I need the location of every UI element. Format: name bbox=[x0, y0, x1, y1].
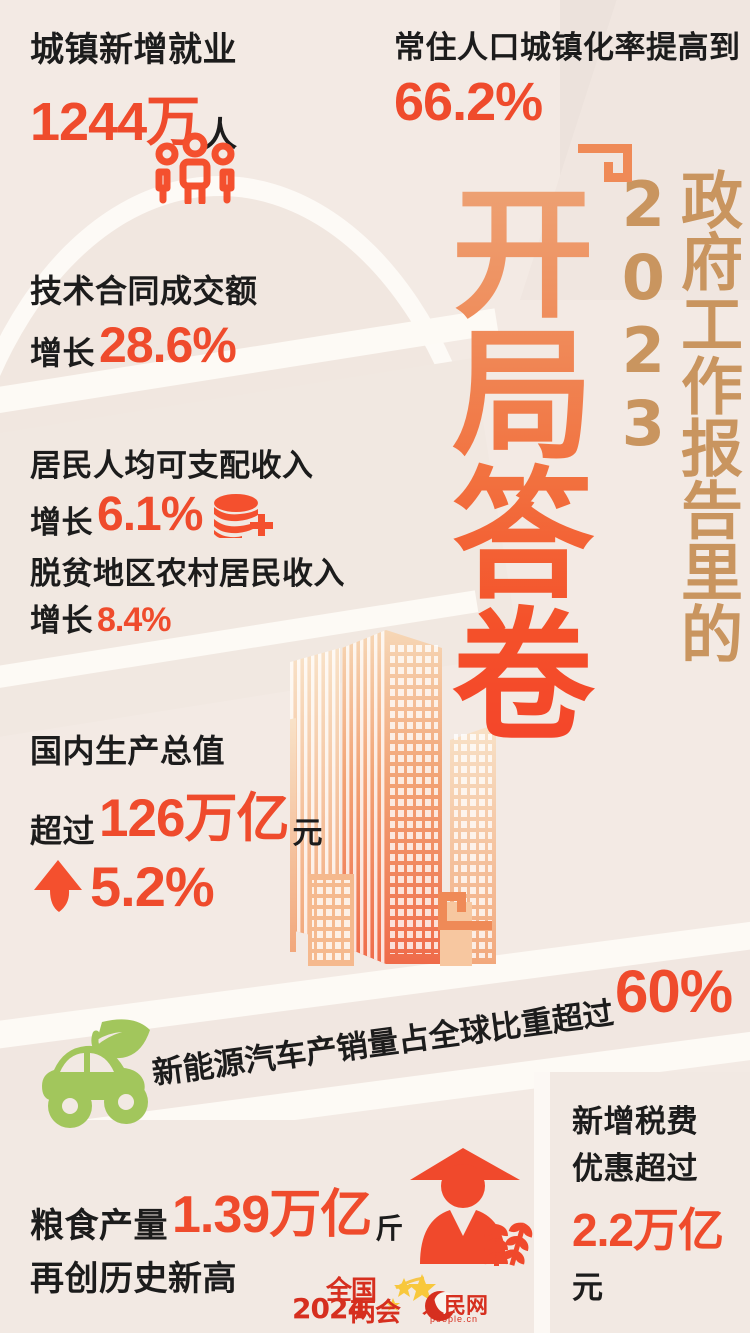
stat-disposable-income-value: 6.1% bbox=[97, 488, 203, 541]
stat-employment-value: 1244万 bbox=[30, 92, 200, 152]
stat-tax-label-line1: 新增税费 bbox=[572, 1104, 698, 1139]
bracket-bottom-left-icon bbox=[438, 892, 492, 930]
stat-urbanization-value: 66.2% bbox=[394, 72, 543, 132]
logo-year: 2024 bbox=[292, 1292, 367, 1325]
stat-rural-income: 脱贫地区农村居民收入 增长 8.4% bbox=[30, 548, 430, 640]
stat-gdp-unit: 元 bbox=[292, 817, 323, 850]
stat-tech-contract: 技术合同成交额 增长 28.6% bbox=[30, 266, 390, 374]
stat-tech-contract-value: 28.6% bbox=[99, 317, 237, 373]
stat-gdp-label: 国内生产总值 bbox=[30, 733, 226, 769]
stat-grain-value: 1.39万亿 bbox=[172, 1186, 372, 1244]
stat-gdp-growth: 5.2% bbox=[90, 855, 215, 918]
people-icon bbox=[150, 132, 240, 204]
stat-urbanization: 常住人口城镇化率提高到 66.2% bbox=[394, 22, 744, 133]
title-char-4: 卷 bbox=[452, 594, 592, 760]
logo-name-bottom: 两会 bbox=[350, 1298, 401, 1328]
event-logo: 全国 2024 两会 人民网 people.cn bbox=[292, 1272, 490, 1330]
farmer-wheat-icon bbox=[408, 1142, 534, 1268]
stat-grain: 粮食产量 1.39万亿 斤 再创历史新高 bbox=[30, 1172, 450, 1300]
stat-tech-contract-prefix: 增长 bbox=[30, 335, 96, 371]
title-char-3: 答 bbox=[452, 454, 592, 620]
stat-employment: 城镇新增就业 1244万 人 bbox=[30, 22, 380, 156]
stat-grain-sublabel: 再创历史新高 bbox=[30, 1260, 237, 1298]
stat-tax: 新增税费 优惠超过 2.2万亿 元 bbox=[572, 1096, 750, 1307]
stat-urbanization-label: 常住人口城镇化率提高到 bbox=[394, 30, 741, 65]
logo-publisher-domain: people.cn bbox=[430, 1314, 479, 1324]
stat-rural-income-label: 脱贫地区农村居民收入 bbox=[30, 556, 345, 591]
bg-panel-tax-gap bbox=[534, 1072, 550, 1333]
bg-panel-tax bbox=[550, 1072, 750, 1333]
stat-rural-income-prefix: 增长 bbox=[30, 603, 93, 638]
logo-publisher: 人民网 bbox=[422, 1294, 489, 1319]
bracket-top-right-icon bbox=[578, 144, 632, 182]
logo-name-top: 全国 bbox=[326, 1276, 377, 1306]
city-buildings-illustration bbox=[290, 612, 540, 992]
stat-rural-income-value: 8.4% bbox=[97, 601, 171, 639]
up-arrow-icon bbox=[30, 858, 86, 916]
stat-disposable-income-label: 居民人均可支配收入 bbox=[30, 448, 314, 483]
stat-tax-unit: 元 bbox=[572, 1270, 604, 1305]
stat-employment-label: 城镇新增就业 bbox=[30, 31, 237, 69]
coin-plus-icon bbox=[212, 492, 274, 538]
stat-gdp: 国内生产总值 超过 126万亿 元 5.2% bbox=[30, 726, 450, 919]
poster-vertical-subtitle: 政府工作报告里的2023 bbox=[606, 168, 743, 664]
stat-disposable-income-prefix: 增长 bbox=[30, 505, 93, 540]
title-char-2: 局 bbox=[452, 313, 592, 479]
stat-disposable-income: 居民人均可支配收入 增长 6.1% bbox=[30, 440, 430, 542]
stat-gdp-value: 126万亿 bbox=[99, 789, 289, 848]
green-car-leaf-icon bbox=[30, 1014, 160, 1136]
stat-nev-value: 60% bbox=[615, 958, 733, 1025]
stat-tech-contract-label: 技术合同成交额 bbox=[30, 273, 258, 309]
stat-tax-value: 2.2万亿 bbox=[572, 1204, 724, 1256]
stat-grain-unit: 斤 bbox=[375, 1213, 404, 1244]
stat-grain-label: 粮食产量 bbox=[30, 1207, 168, 1245]
stat-tax-label-line2: 优惠超过 bbox=[572, 1151, 698, 1186]
stat-gdp-prefix: 超过 bbox=[30, 813, 96, 849]
title-char-1: 开 bbox=[452, 173, 592, 338]
poster-main-title: 开 局 答 卷 bbox=[452, 186, 628, 748]
